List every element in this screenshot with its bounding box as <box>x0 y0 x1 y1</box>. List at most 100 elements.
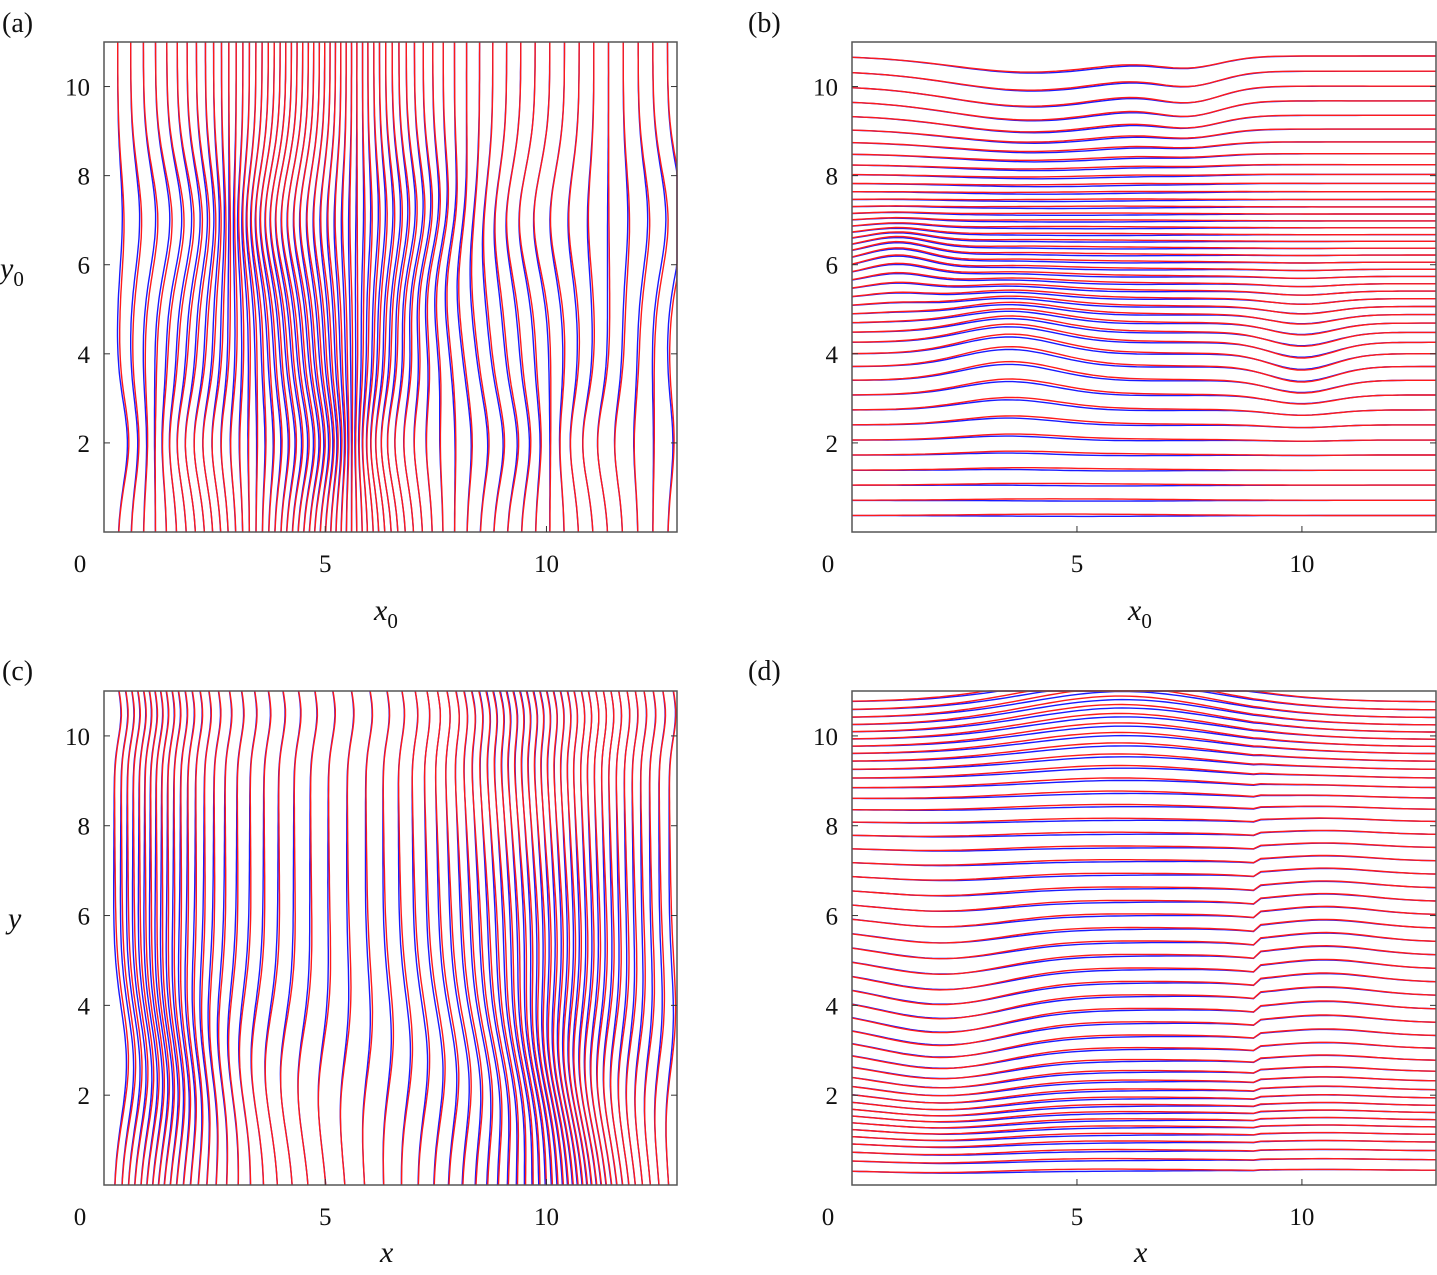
panel-c: 0 5 10 2 4 6 8 10 (c) x y <box>2 656 678 1269</box>
panel-b: 0 5 10 2 4 6 8 10 (b) x0 <box>748 8 1437 633</box>
contour-line <box>211 42 227 533</box>
contour-line <box>851 1054 1437 1080</box>
contour-line <box>320 42 339 533</box>
contour-line <box>446 42 458 532</box>
contour-line <box>264 690 287 1186</box>
contour-line <box>625 690 639 1186</box>
contour-line <box>851 308 1436 336</box>
contour-line <box>851 722 1437 748</box>
y-tick-label: 6 <box>78 253 91 280</box>
x-tick-label: 5 <box>319 1204 332 1231</box>
contour-line <box>851 289 1436 306</box>
contour-line <box>568 42 581 533</box>
contour-line <box>130 42 143 533</box>
contour-line <box>413 42 434 533</box>
contour-line <box>602 690 618 1186</box>
contour-line <box>317 690 336 1186</box>
contour-line <box>526 690 558 1186</box>
contour-line <box>382 690 395 1186</box>
contour-line <box>293 42 322 533</box>
contour-line <box>851 906 1437 928</box>
contour-line <box>851 695 1436 726</box>
contour-line <box>317 690 336 1186</box>
contour-line <box>851 198 1436 201</box>
contour-line <box>518 690 554 1186</box>
contour-line <box>186 690 197 1186</box>
contour-line <box>851 712 1437 740</box>
contour-line <box>176 41 204 533</box>
contour-line <box>161 690 176 1186</box>
contour-line <box>168 42 195 533</box>
contour-line <box>411 690 431 1186</box>
contour-line <box>339 690 355 1186</box>
contour-line <box>394 42 418 533</box>
contour-line <box>851 301 1436 325</box>
contour-line <box>633 42 649 533</box>
panel-label: (a) <box>2 8 33 39</box>
contour-line <box>665 690 677 1186</box>
contour-line <box>851 254 1436 272</box>
contour-line <box>173 690 186 1186</box>
contour-line <box>614 42 631 533</box>
contour-line <box>226 690 245 1186</box>
contour-line <box>584 690 603 1186</box>
contour-line <box>590 690 608 1186</box>
contour-line <box>633 42 651 533</box>
contour-line <box>297 690 318 1186</box>
plot-frame <box>103 41 678 533</box>
contour-line <box>851 247 1436 264</box>
contour-line <box>851 855 1437 867</box>
contour-line <box>120 690 137 1186</box>
contour-line <box>397 690 412 1185</box>
y-tick-label: 2 <box>826 431 839 458</box>
contour-line <box>852 764 1436 779</box>
contour-line <box>193 690 204 1186</box>
panel-d: 0 5 10 2 4 6 8 10 (d) x <box>748 656 1437 1269</box>
contour-line <box>851 986 1437 1020</box>
contour-line <box>851 867 1437 882</box>
y-tick-label: 8 <box>78 164 91 191</box>
contour-line <box>851 399 1436 416</box>
contour-line <box>445 690 472 1186</box>
plot-frame <box>103 690 678 1186</box>
contour-line <box>566 690 589 1186</box>
y-tick-label: 4 <box>78 342 91 369</box>
contour-line <box>341 42 350 533</box>
contour-line <box>184 41 211 533</box>
contour-line <box>370 42 388 533</box>
contour-line <box>227 690 245 1186</box>
contour-line <box>852 323 1436 359</box>
x-tick-label: 10 <box>534 551 559 578</box>
contour-line <box>250 690 272 1186</box>
contour-line <box>238 690 258 1186</box>
contour-line <box>851 378 1436 405</box>
contour-line <box>334 42 347 533</box>
y-tick-label: 2 <box>78 431 91 458</box>
contour-line <box>403 42 426 533</box>
x-tick-label: 0 <box>822 1204 835 1231</box>
contour-line <box>851 854 1437 866</box>
contour-line <box>155 690 171 1186</box>
contour-line <box>435 690 460 1186</box>
contour-line <box>852 513 1436 517</box>
x-axis-label: x <box>379 1236 394 1269</box>
x-tick-label: 10 <box>1289 551 1314 578</box>
y-axis-label: y0 <box>0 252 24 291</box>
contour-line <box>851 226 1436 236</box>
contour-line <box>851 55 1436 73</box>
contour-line <box>193 42 217 533</box>
contour-line <box>851 892 1437 912</box>
contour-line <box>518 41 542 533</box>
contour-line <box>851 345 1436 383</box>
contour-line <box>851 235 1436 250</box>
contour-line <box>264 41 291 533</box>
contour-line <box>549 42 566 533</box>
contour-line <box>237 690 258 1186</box>
contour-line <box>246 42 259 532</box>
contour-line <box>138 690 155 1186</box>
contour-line <box>180 690 192 1186</box>
contour-line <box>852 753 1436 770</box>
contour-line <box>852 182 1436 186</box>
contour-line <box>512 690 548 1186</box>
y-tick-label: 8 <box>826 814 839 841</box>
